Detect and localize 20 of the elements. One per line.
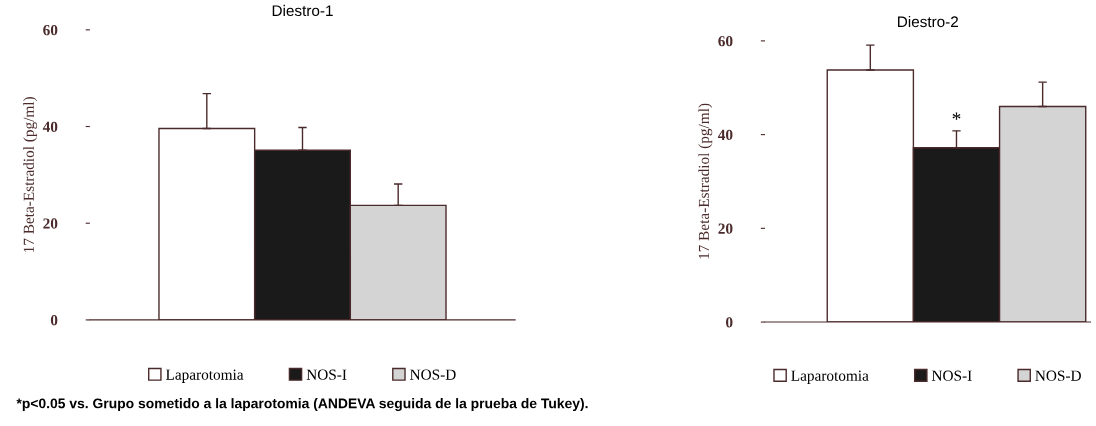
legend-label: NOS-D: [1035, 370, 1081, 381]
data-label: *: [952, 112, 961, 120]
y-tick-label: 40: [718, 129, 733, 141]
y-tick-label: 0: [726, 317, 733, 328]
y-tick-label: 40: [42, 121, 58, 132]
y-axis-title: 17 Beta-Estradiol (pg/ml): [23, 97, 38, 253]
y-tick-label: 60: [43, 24, 58, 36]
y-tick-label: 20: [43, 218, 58, 229]
y-tick-label: 60: [718, 36, 733, 47]
legend-label: NOS-I: [931, 370, 972, 381]
y-tick-label: 0: [50, 315, 58, 326]
legend-label: NOS-I: [306, 369, 347, 380]
legend-label: Laparotomia: [791, 370, 869, 384]
y-axis-title: 17 Beta-Estradiol (pg/ml): [698, 103, 713, 259]
legend-label: NOS-D: [410, 369, 456, 380]
legend-label: Laparotomia: [165, 369, 244, 383]
y-tick-label: 20: [718, 223, 733, 234]
chart-title: Diestro-1: [272, 4, 333, 17]
text: *p<0.05 vs. Grupo sometido a la laparotomia (ANDEVA seguida de la prueba de Tukey).: [16, 398, 588, 412]
chart-title: Diestro-2: [898, 15, 958, 28]
